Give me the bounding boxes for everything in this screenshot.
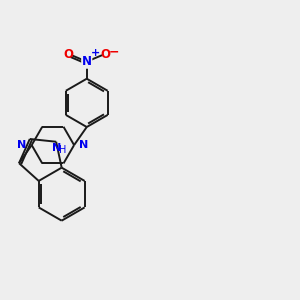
Text: H: H xyxy=(59,145,66,155)
Text: +: + xyxy=(90,48,100,58)
Text: O: O xyxy=(63,48,73,61)
Text: N: N xyxy=(17,140,26,149)
Text: N: N xyxy=(52,143,61,153)
Text: −: − xyxy=(109,45,120,58)
Text: N: N xyxy=(82,55,92,68)
Text: N: N xyxy=(80,140,88,149)
Text: O: O xyxy=(100,48,111,61)
